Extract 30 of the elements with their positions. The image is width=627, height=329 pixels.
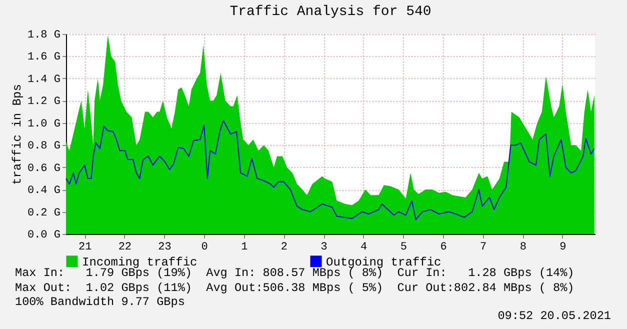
x-tick-label: 22 — [118, 242, 132, 254]
x-tick-label: 21 — [78, 242, 92, 254]
y-tick-label: 0.2 G — [27, 207, 60, 220]
line-series — [66, 120, 595, 220]
x-tick-label: 5 — [400, 242, 407, 254]
x-tick-label: 4 — [360, 242, 368, 254]
y-axis-title: traffic in Bps — [10, 84, 24, 185]
x-tick-label: 2 — [280, 242, 288, 254]
x-tick-label: 8 — [520, 242, 526, 254]
x-tick-label: 9 — [560, 242, 566, 254]
y-tick-label: 1.0 G — [27, 118, 60, 130]
y-tick-label: 0.4 G — [27, 185, 60, 198]
x-tick-label: 7 — [480, 242, 487, 254]
x-tick-label: 0 — [201, 242, 208, 254]
x-tick-label: 3 — [320, 242, 328, 254]
text: 100% Bandwidth 9.77 GBps — [15, 295, 185, 309]
x-tick-label: 6 — [440, 242, 447, 254]
text: 09:52 20.05.2021 — [498, 309, 611, 323]
legend-label: Outgoing traffic — [326, 255, 442, 270]
x-tick-label: 23 — [158, 242, 172, 254]
y-tick-label: 1.2 G — [27, 96, 60, 108]
y-tick-label: 1.8 G — [27, 30, 60, 42]
text: Max Out: 1.02 GBps (11%) Avg Out:506.38 MBps ( 5%) Cur Out:802.84 MBps ( 8%) — [15, 280, 574, 294]
chart-title: Traffic Analysis for 540 — [230, 4, 432, 20]
y-tick-label: 0.6 G — [27, 162, 60, 175]
y-tick-label: 0.8 G — [27, 140, 60, 153]
y-tick-label: 1.4 G — [27, 74, 60, 86]
x-tick-label: 1 — [241, 242, 248, 254]
y-tick-label: 1.6 G — [27, 52, 60, 64]
y-tick-label: 0.0 G — [27, 230, 60, 242]
